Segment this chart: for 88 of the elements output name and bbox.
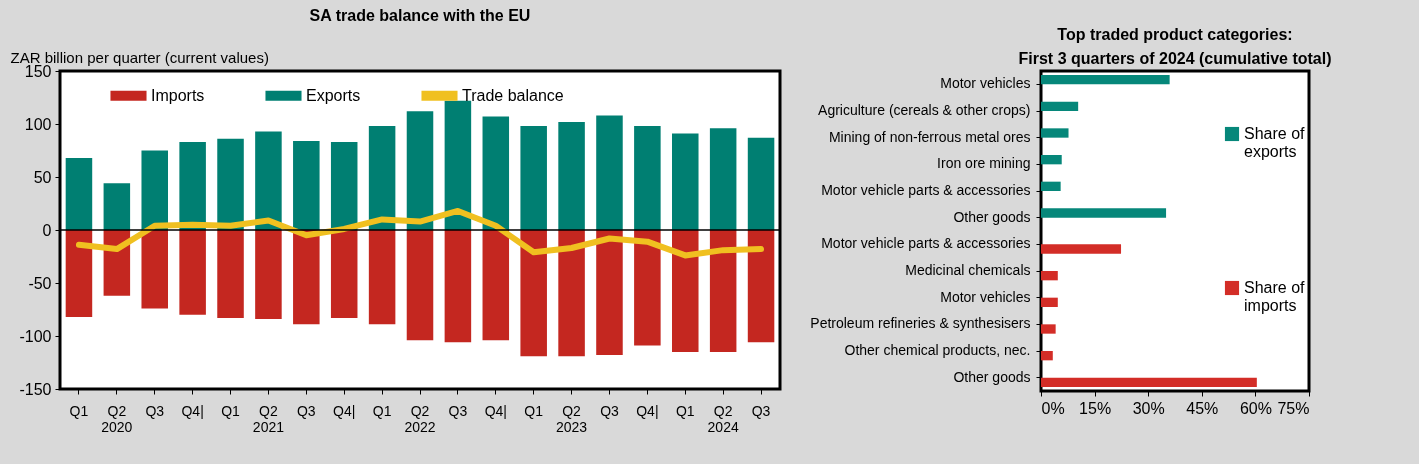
legend-label: Share of imports: [1244, 279, 1306, 314]
y-tick-label: Other goods: [953, 368, 1031, 385]
bar: [217, 138, 244, 230]
y-tick-label: 0: [42, 221, 52, 239]
bar: [634, 230, 661, 346]
bar: [293, 230, 320, 325]
bar: [444, 100, 472, 230]
x-tick-label: Q2 2022: [404, 402, 436, 435]
x-tick-label: 15%: [1079, 399, 1112, 417]
bar: [709, 230, 737, 352]
x-tick-label: Q2 2020: [101, 402, 133, 435]
bar: [103, 183, 131, 230]
bar: [709, 128, 737, 230]
y-tick-label: Motor vehicles: [940, 288, 1031, 305]
bar: [293, 140, 320, 230]
y-tick-label: -150: [19, 380, 52, 398]
x-tick-label: 45%: [1186, 399, 1219, 417]
y-tick-label: Mining of non-ferrous metal ores: [828, 128, 1031, 145]
x-tick-label: 30%: [1132, 399, 1165, 417]
x-tick-label: 60%: [1239, 399, 1272, 417]
chart-title: Top traded product categories:: [1057, 26, 1293, 43]
bar: [330, 230, 358, 318]
x-tick-label: Q2 2023: [556, 402, 588, 435]
bar: [255, 131, 282, 230]
x-tick-label: Q4|: [484, 402, 507, 419]
x-tick-label: Q3: [448, 402, 468, 419]
x-tick-label: Q4|: [333, 402, 356, 419]
bar: [520, 230, 547, 357]
y-tick-label: Agriculture (cereals & other crops): [818, 102, 1031, 118]
x-tick-label: 0%: [1041, 399, 1065, 417]
bar: [65, 157, 93, 230]
x-tick-label: Q4|: [636, 402, 659, 419]
x-tick-label: 75%: [1277, 399, 1310, 417]
y-tick-label: Medicinal chemicals: [905, 262, 1031, 278]
bar: [596, 230, 623, 356]
bar: [558, 121, 585, 230]
bar: [482, 230, 510, 341]
legend-label: Share of exports: [1244, 125, 1306, 160]
bar: [330, 142, 358, 230]
x-tick-label: Q2 2021: [252, 402, 285, 435]
bar: [596, 115, 623, 230]
y-tick-label: Motor vehicles: [940, 75, 1031, 92]
x-tick-label: Q1: [221, 402, 241, 419]
bar: [482, 116, 510, 230]
bar: [141, 150, 168, 230]
y-tick-label: Iron ore mining: [937, 155, 1031, 172]
bar: [672, 230, 699, 352]
x-tick-label: Q1: [69, 402, 89, 419]
x-tick-label: Q1: [675, 402, 695, 419]
bar: [406, 111, 434, 230]
legend-label: Trade balance: [462, 86, 564, 104]
chart-title: SA trade balance with the EU: [309, 7, 531, 24]
bar: [217, 230, 244, 318]
legend-label: Imports: [151, 86, 205, 104]
bar: [520, 126, 547, 230]
bar: [444, 230, 472, 343]
x-tick-label: Q2 2024: [707, 402, 739, 435]
x-tick-label: Q3: [751, 402, 771, 419]
chart-subtitle: First 3 quarters of 2024 (cumulative total): [1018, 50, 1332, 67]
y-tick-label: 100: [24, 115, 52, 133]
y-tick-label: Motor vehicle parts & accessories: [821, 235, 1031, 252]
x-tick-label: Q1: [372, 402, 392, 419]
bar: [368, 126, 396, 230]
bar: [368, 230, 396, 325]
bar: [179, 230, 206, 315]
legend-label: Exports: [306, 86, 361, 104]
bar: [558, 230, 585, 357]
y-tick-label: -100: [19, 327, 52, 345]
x-tick-label: Q3: [145, 402, 165, 419]
bar: [141, 230, 168, 309]
bar: [179, 142, 206, 230]
y-tick-label: 50: [33, 168, 52, 186]
x-tick-label: Q1: [524, 402, 544, 419]
x-tick-label: Q4|: [181, 402, 204, 419]
y-tick-label: Petroleum refineries & synthesisers: [810, 315, 1031, 332]
y-tick-label: -50: [28, 274, 52, 292]
x-tick-label: Q3: [296, 402, 316, 419]
bar: [65, 230, 93, 317]
bar: [672, 133, 699, 230]
bar: [255, 230, 282, 320]
bar: [634, 126, 661, 230]
bar: [406, 230, 434, 341]
x-tick-label: Q3: [600, 402, 620, 419]
y-tick-label: Motor vehicle parts & accessories: [821, 182, 1031, 198]
bar: [747, 137, 775, 230]
y-tick-label: Other chemical products, nec.: [844, 342, 1031, 358]
y-tick-label: Other goods: [953, 208, 1031, 225]
bar: [747, 230, 775, 343]
